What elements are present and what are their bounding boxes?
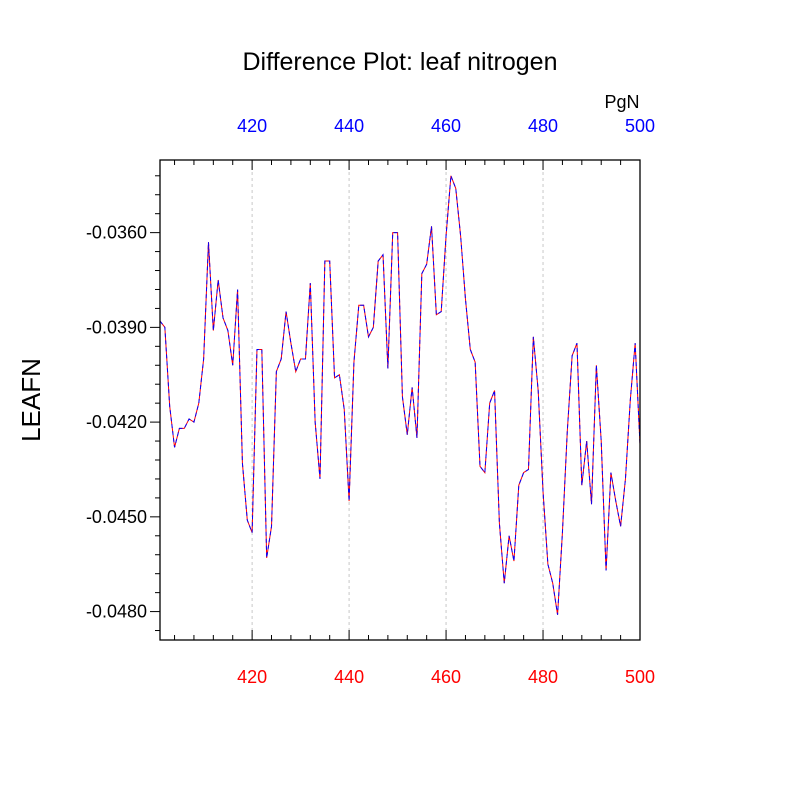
x-grid-lines [251,160,544,640]
series-line-red [159,175,641,615]
series-line-blue-dashed [159,175,641,615]
units-label: PgN [604,92,639,112]
difference-series-blue [159,175,641,615]
x-tick-label-top-480: 480 [528,116,558,136]
x-tick-label-bottom-460: 460 [431,667,461,687]
plot-frame [159,159,641,641]
y-axis-label: LEAFN [16,358,46,442]
x-tick-label-top-500: 500 [625,116,655,136]
x-tick-label-bottom-500: 500 [625,667,655,687]
axis-ticks [150,160,641,640]
y-tick-label: -0.0480 [86,602,147,622]
y-tick-label: -0.0420 [86,412,147,432]
y-tick-label: -0.0450 [86,507,147,527]
difference-series-red [159,175,641,615]
x-tick-label-top-440: 440 [334,116,364,136]
x-tick-label-top-460: 460 [431,116,461,136]
chart-title: Difference Plot: leaf nitrogen [242,48,557,76]
y-tick-label: -0.0360 [86,223,147,243]
x-tick-label-bottom-480: 480 [528,667,558,687]
x-tick-label-bottom-440: 440 [334,667,364,687]
tick-labels: 420 420 440 440 460 460 480 480 500 500 -0.0360 -0.… [86,116,655,687]
x-tick-label-top-420: 420 [237,116,267,136]
x-tick-label-bottom-420: 420 [237,667,267,687]
y-tick-label: -0.0390 [86,317,147,337]
